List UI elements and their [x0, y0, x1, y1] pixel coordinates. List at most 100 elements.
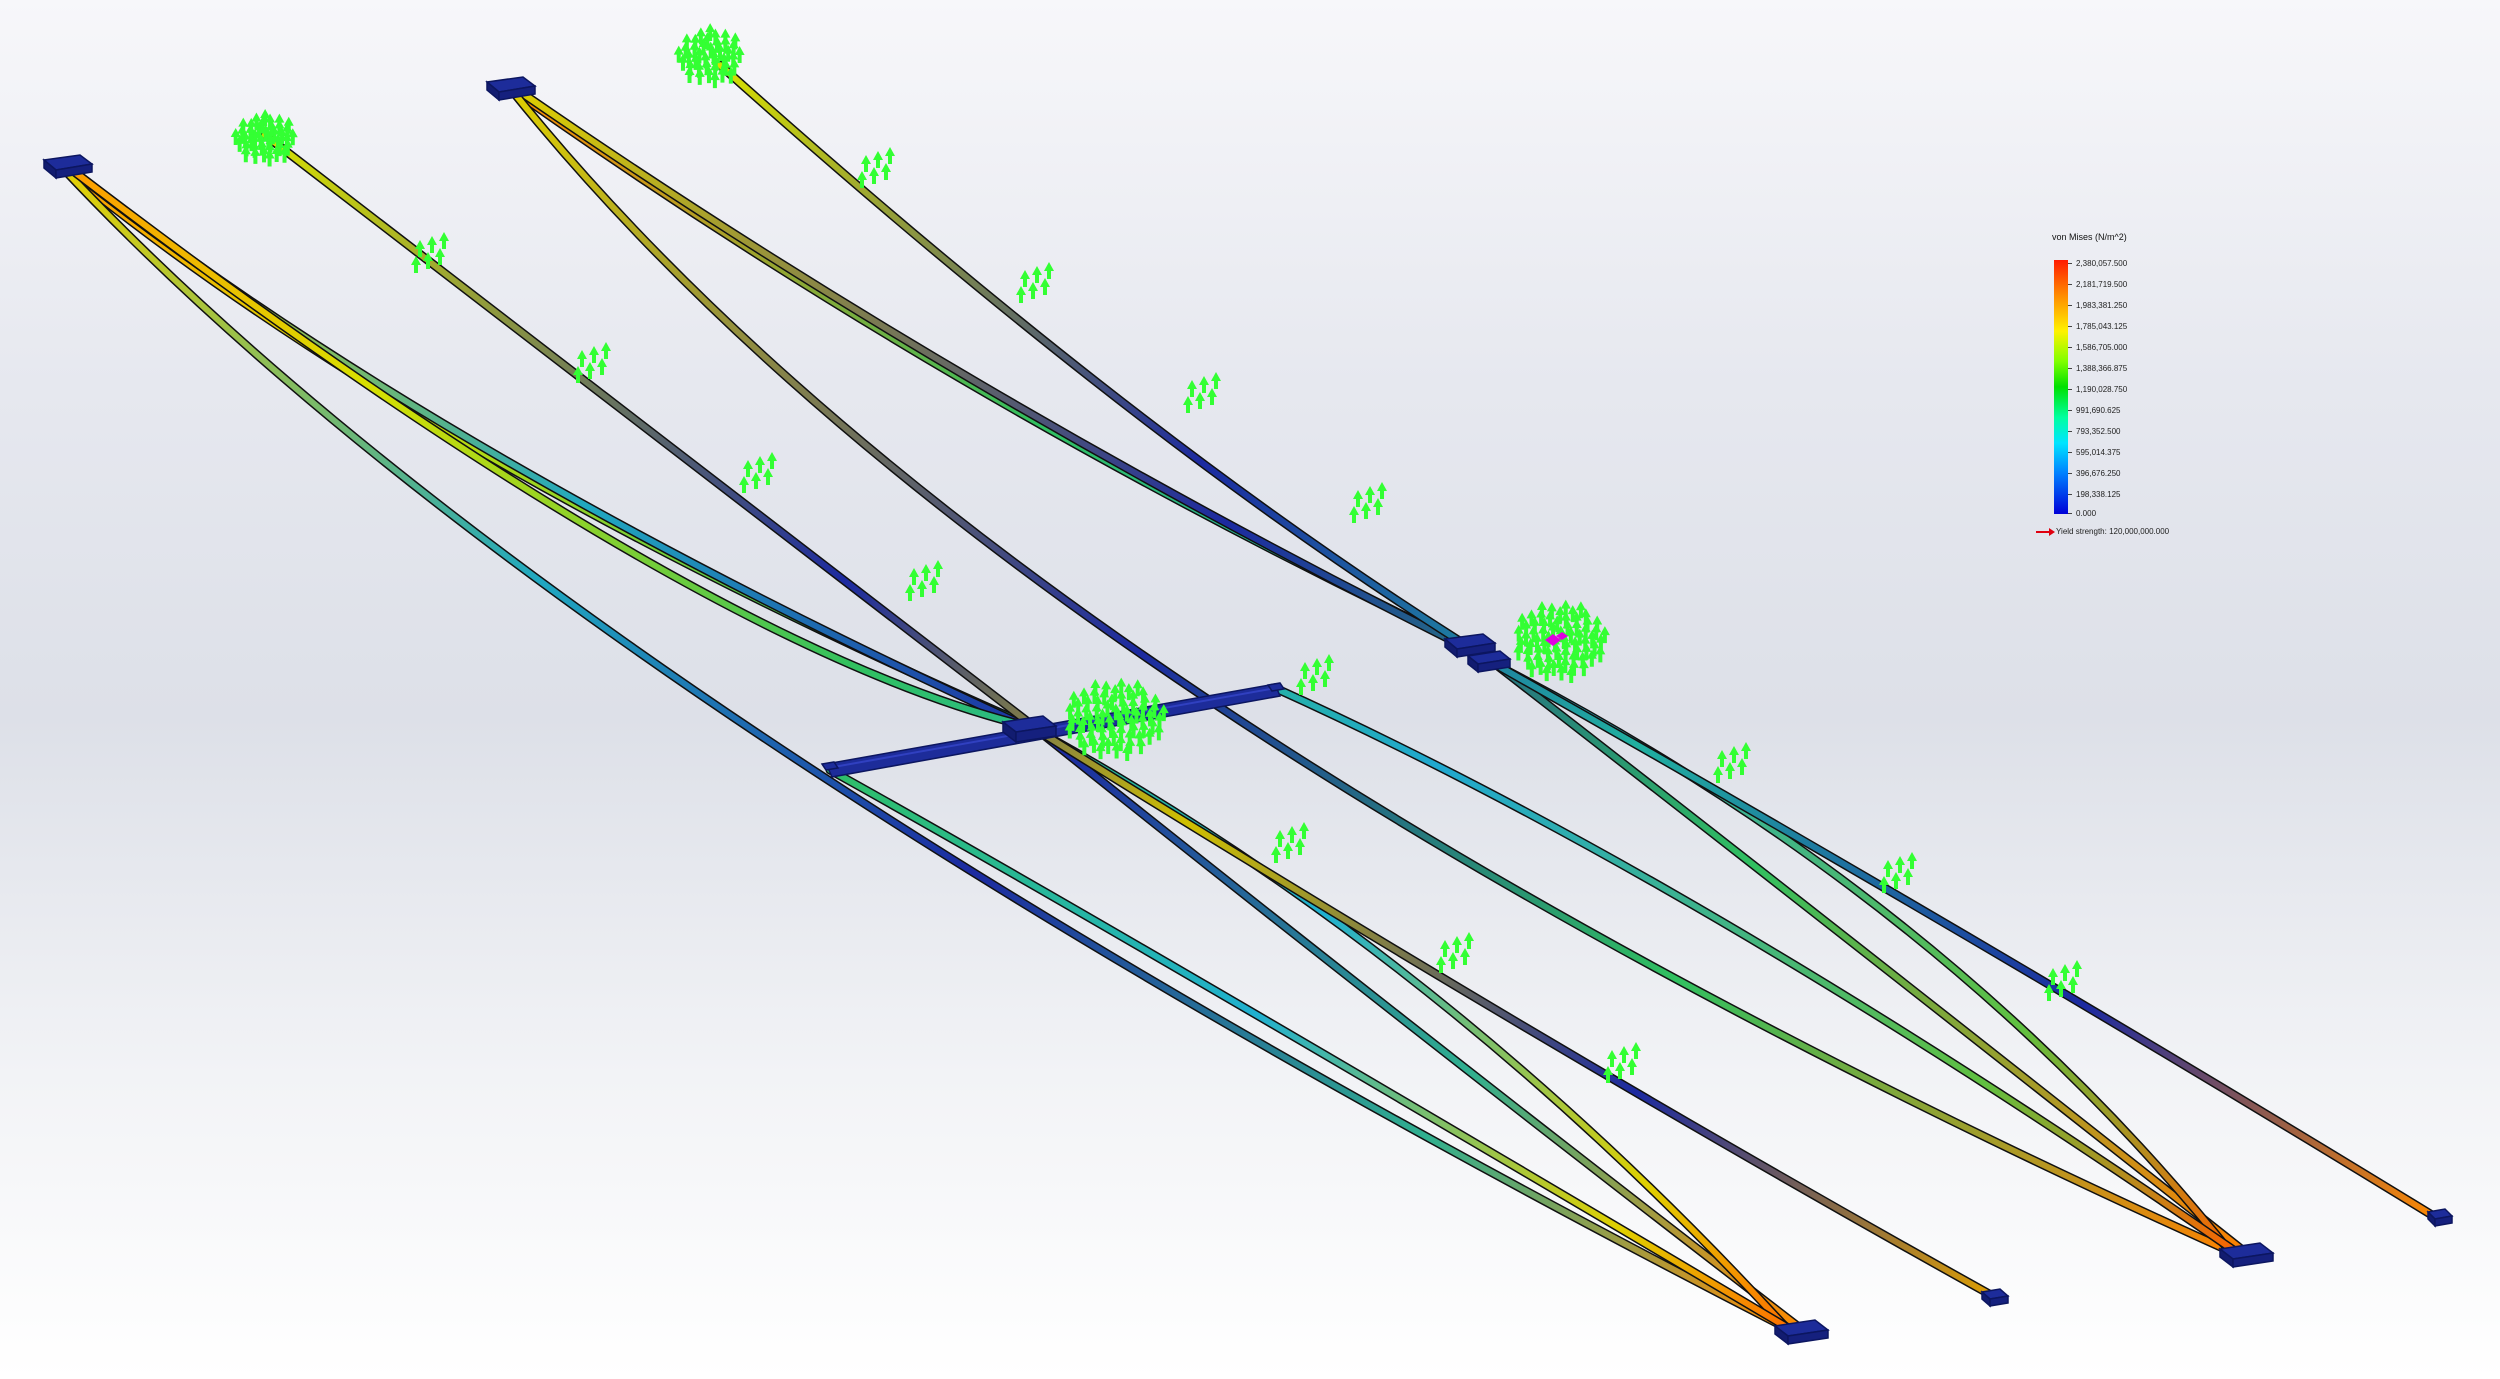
beam: [1040, 730, 2005, 1305]
support-block: [1443, 633, 1497, 659]
load-arrow-icon: [881, 163, 891, 180]
load-arrow-icon: [1300, 662, 1310, 679]
load-arrow-icon: [710, 28, 721, 46]
load-arrow-icon: [1134, 729, 1145, 747]
load-arrow-icon: [1521, 629, 1532, 647]
load-arrow-icon: [1543, 652, 1554, 670]
legend-tick-label: 1,983,381.250: [2068, 302, 2127, 310]
load-arrow-icon: [1090, 679, 1101, 697]
load-arrow-icon: [1016, 286, 1026, 303]
load-arrow-icon: [1631, 1042, 1641, 1059]
load-arrow-icon: [1092, 695, 1103, 713]
load-arrow-icon: [720, 28, 731, 46]
support-block: [1466, 650, 1512, 674]
load-arrow-icon: [1589, 639, 1600, 657]
beam-group-right: [505, 60, 2445, 1263]
load-arrow-icon: [1713, 766, 1723, 783]
beam: [1042, 732, 2003, 1303]
load-arrow-icon: [694, 46, 705, 64]
load-arrow-icon: [1578, 659, 1589, 677]
load-markers: [230, 23, 2082, 1083]
load-arrow-icon: [283, 116, 294, 134]
load-arrow-icon: [1125, 736, 1136, 754]
load-arrow-icon: [1460, 948, 1470, 965]
load-arrow-icon: [1187, 380, 1197, 397]
load-arrow-icon: [2060, 964, 2070, 981]
load-arrow-icon: [710, 61, 721, 79]
legend-tick-label: 1,586,705.000: [2068, 344, 2127, 352]
support-block: [820, 761, 840, 771]
beam: [69, 167, 1038, 731]
load-arrow-icon: [238, 117, 249, 135]
load-arrow-icon: [1521, 619, 1532, 637]
load-arrow-icon: [1607, 1050, 1617, 1067]
load-arrow-icon: [1131, 706, 1142, 724]
load-arrow-icon: [715, 42, 726, 60]
load-arrow-icon: [1207, 388, 1217, 405]
load-arrow-icon: [1106, 720, 1117, 738]
load-arrow-icon: [287, 128, 298, 146]
load-arrow-icon: [1526, 609, 1537, 627]
load-arrow-icon: [1079, 687, 1090, 705]
load-arrow-icon: [767, 452, 777, 469]
beam: [57, 162, 1038, 731]
load-arrow-icon: [1883, 860, 1893, 877]
load-arrow-icon: [1566, 665, 1577, 683]
load-arrow-icon: [439, 232, 449, 249]
load-arrow-icon: [730, 32, 741, 50]
load-arrow-icon: [1128, 689, 1139, 707]
load-arrow-icon: [1081, 703, 1092, 721]
load-arrow-icon: [1895, 856, 1905, 873]
load-arrow-icon: [269, 125, 280, 143]
load-arrow-icon: [1365, 486, 1375, 503]
load-arrow-icon: [1124, 728, 1135, 746]
load-arrow-icon: [1111, 741, 1122, 759]
load-arrow-icon: [1533, 643, 1544, 661]
load-arrow-icon: [1560, 599, 1571, 617]
load-arrow-icon: [1891, 872, 1901, 889]
load-arrow-icon: [260, 124, 271, 142]
load-arrow-icon: [921, 564, 931, 581]
legend-title: von Mises (N/m^2): [2052, 232, 2127, 242]
beam: [1032, 725, 1803, 1331]
load-arrow-icon: [725, 66, 736, 84]
load-arrow-icon: [1183, 396, 1193, 413]
load-arrow-icon: [1028, 282, 1038, 299]
load-arrow-icon: [1436, 956, 1446, 973]
load-arrow-icon: [1121, 704, 1132, 722]
load-arrow-icon: [1903, 868, 1913, 885]
beam: [262, 132, 1048, 738]
support-block: [42, 154, 94, 180]
load-arrow-icon: [1283, 842, 1293, 859]
load-arrow-icon: [435, 248, 445, 265]
load-arrow-icon: [1116, 677, 1127, 695]
load-arrow-icon: [857, 171, 867, 188]
load-arrow-icon: [1561, 638, 1572, 656]
load-arrow-icon: [1116, 716, 1127, 734]
load-arrow-icon: [230, 128, 241, 146]
legend-tick-label: 991,690.625: [2068, 407, 2121, 415]
load-arrow-icon: [1452, 936, 1462, 953]
load-arrow-icon: [1553, 650, 1564, 668]
load-arrow-icon: [1116, 723, 1127, 741]
load-arrow-icon: [282, 138, 293, 156]
load-arrow-icon: [573, 366, 583, 383]
load-arrow-icon: [1085, 728, 1096, 746]
load-arrow-icon: [1073, 697, 1084, 715]
legend-tick-label: 396,676.250: [2068, 470, 2121, 478]
load-arrow-icon: [1115, 734, 1126, 752]
load-arrow-icon: [1154, 711, 1165, 729]
load-arrow-icon: [1103, 736, 1114, 754]
load-arrow-icon: [1580, 608, 1591, 626]
beam: [1270, 683, 2250, 1263]
beam: [1272, 685, 2248, 1261]
load-arrow-icon: [1532, 650, 1543, 668]
load-arrow-icon: [1526, 660, 1537, 678]
load-arrow-icon: [734, 46, 745, 64]
load-arrow-icon: [585, 362, 595, 379]
load-arrow-icon: [251, 112, 262, 130]
support-block: [2218, 1242, 2275, 1269]
load-arrow-icon: [1271, 846, 1281, 863]
